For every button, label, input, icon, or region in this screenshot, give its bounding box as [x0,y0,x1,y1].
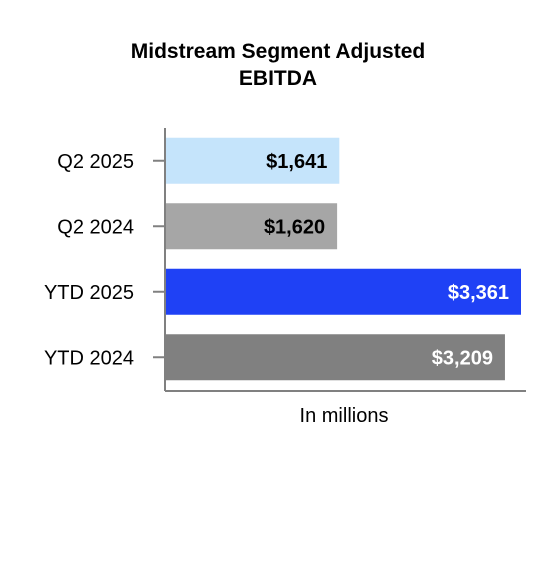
bar-1 [166,137,340,184]
bar-2 [166,203,338,250]
chart-title-line-1: Midstream Segment Adjusted [130,40,426,63]
y-tick-label-3: YTD 2025 [44,282,134,304]
data-label-3: $3,361 [448,282,509,304]
bar-4 [166,334,505,381]
data-label-4: $3,209 [432,347,493,369]
chart-title: Midstream Segment Adjusted EBITDA [0,38,556,92]
chart-title-line-2: EBITDA [238,67,318,90]
bar-3 [166,268,521,315]
data-label-1: $1,641 [266,151,327,173]
y-tick-label-4: YTD 2024 [44,347,134,369]
data-label-2: $1,620 [264,216,325,238]
y-tick-label-1: Q2 2025 [57,151,134,173]
y-tick-label-2: Q2 2024 [57,216,134,238]
x-axis-label: In millions [300,405,389,427]
